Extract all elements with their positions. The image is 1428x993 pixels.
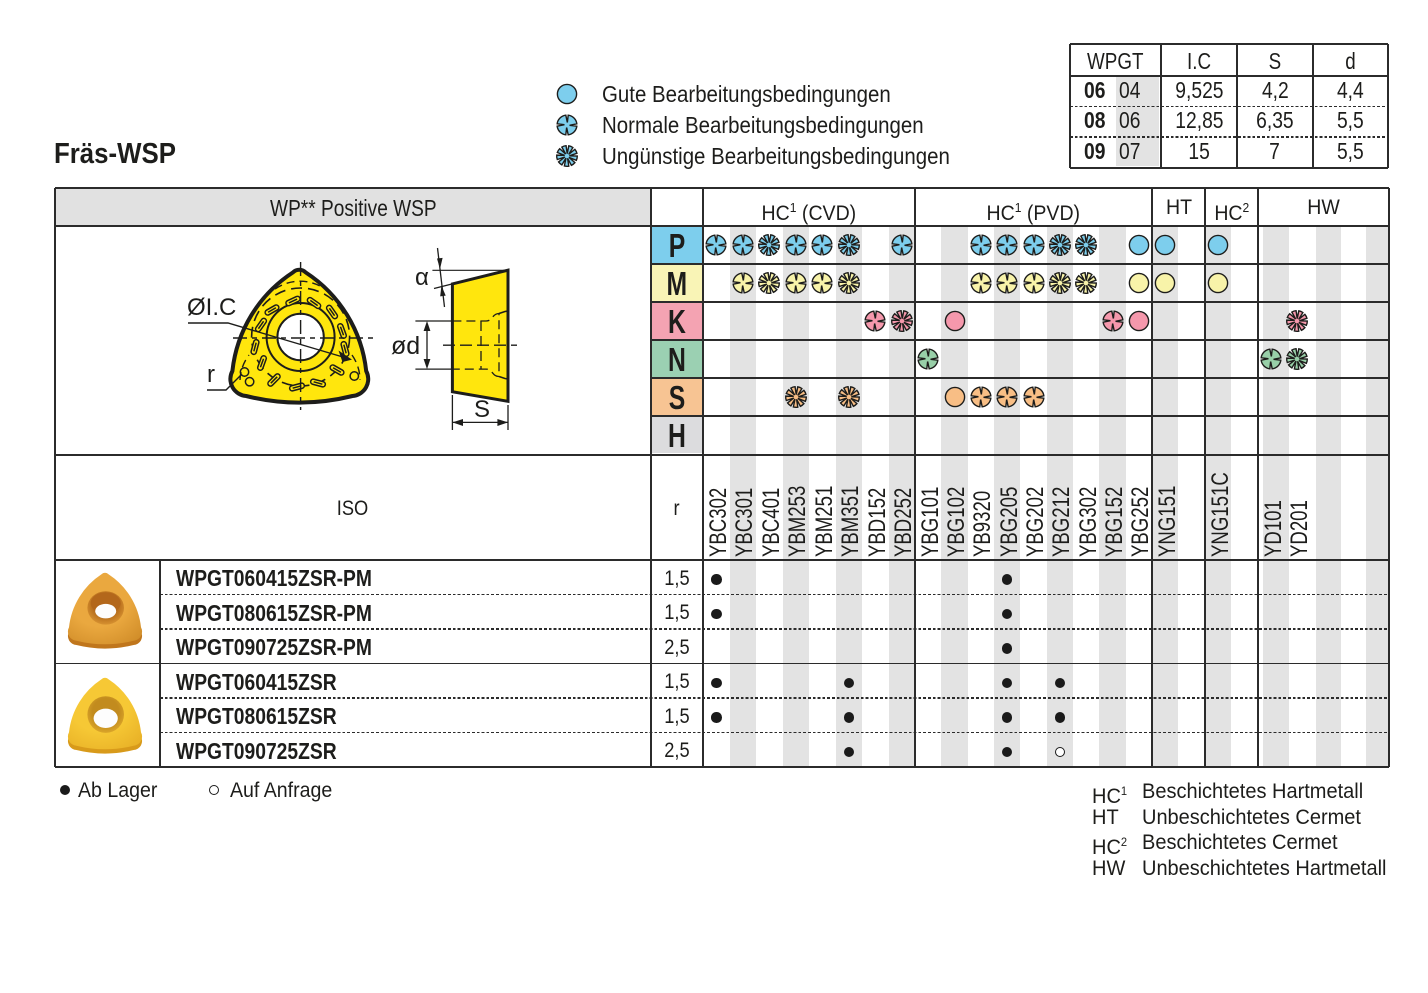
svg-text:α: α (415, 264, 429, 291)
svg-text:ØI.C: ØI.C (187, 294, 236, 321)
svg-text:S: S (474, 396, 490, 423)
svg-text:ød: ød (391, 332, 420, 360)
svg-text:r: r (207, 361, 215, 388)
